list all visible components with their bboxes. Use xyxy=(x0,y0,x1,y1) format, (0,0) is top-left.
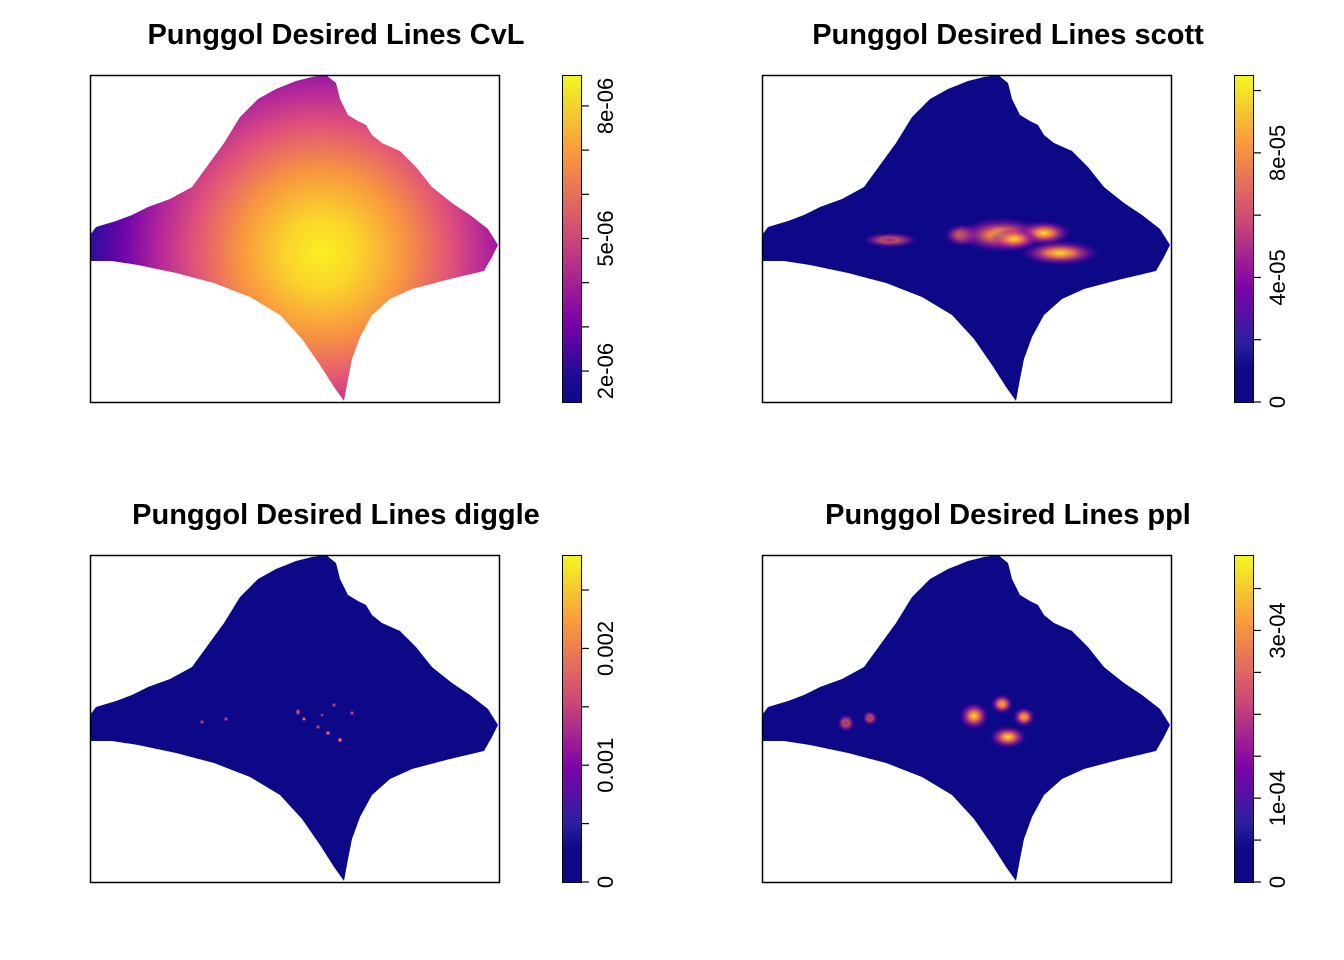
panel-2: Punggol Desired Lines scott 0 4e-05 8e-05 xyxy=(761,19,1290,408)
density-background xyxy=(90,555,498,881)
density-hotspot xyxy=(862,710,878,726)
panel-title: Punggol Desired Lines CvL xyxy=(147,19,524,51)
color-legend-bar xyxy=(562,75,581,402)
density-surface xyxy=(90,555,498,881)
legend-tick-label: 5e-06 xyxy=(593,210,618,266)
density-hotspot xyxy=(862,232,918,248)
legend-frame xyxy=(562,555,582,883)
plot-frame xyxy=(89,554,501,884)
color-legend: 0 0.001 0.002 xyxy=(562,555,618,888)
density-surface xyxy=(762,75,1170,401)
legend-tick-label: 2e-06 xyxy=(593,343,618,399)
density-surface xyxy=(762,555,1170,881)
panel-title: Punggol Desired Lines ppl xyxy=(825,499,1191,531)
panel-1: Punggol Desired Lines CvL 2e-06 5e-06 8e-06 xyxy=(89,19,618,404)
plot-frame xyxy=(89,74,501,404)
plot-frame xyxy=(761,554,1173,884)
density-hotspot xyxy=(315,724,321,730)
color-legend-bar xyxy=(562,555,581,882)
legend-tick-label: 8e-05 xyxy=(1265,125,1290,181)
legend-frame xyxy=(1234,75,1254,403)
legend-frame xyxy=(1234,555,1254,883)
legend-tick-label: 8e-06 xyxy=(593,78,618,134)
density-hotspot xyxy=(1020,240,1100,266)
plot-frame xyxy=(761,74,1173,404)
density-hotspot xyxy=(320,713,324,717)
density-hotspot xyxy=(331,702,337,708)
legend-tick-label: 1e-04 xyxy=(1265,770,1290,826)
color-legend: 2e-06 5e-06 8e-06 xyxy=(562,75,618,403)
density-hotspot xyxy=(199,719,205,725)
legend-tick-label: 0.002 xyxy=(593,621,618,676)
density-hotspot xyxy=(837,714,855,732)
density-hotspot xyxy=(349,710,355,716)
density-hotspot xyxy=(959,702,989,730)
density-hotspot xyxy=(324,730,332,736)
density-hotspot xyxy=(301,716,307,722)
density-hotspot xyxy=(223,716,229,722)
density-surface xyxy=(90,75,498,401)
panel-4: Punggol Desired Lines ppl 0 1e-04 3e-04 xyxy=(761,499,1290,888)
legend-tick-label: 0 xyxy=(1265,876,1290,888)
legend-tick-label: 3e-04 xyxy=(1265,602,1290,658)
color-legend-bar xyxy=(1234,75,1253,402)
density-hotspot xyxy=(989,227,1039,251)
color-legend: 0 4e-05 8e-05 xyxy=(1234,75,1290,408)
density-hotspot xyxy=(989,725,1027,749)
color-legend-bar xyxy=(1234,555,1253,882)
legend-tick-label: 0 xyxy=(593,876,618,888)
density-hotspot xyxy=(990,694,1014,714)
legend-tick-label: 4e-05 xyxy=(1265,249,1290,305)
legend-tick-label: 0.001 xyxy=(593,738,618,793)
density-hotspot xyxy=(1012,707,1036,727)
panel-3: Punggol Desired Lines diggle 0 0.001 0.002 xyxy=(89,499,618,888)
density-hotspot xyxy=(336,736,344,744)
density-field xyxy=(90,75,498,401)
panel-title: Punggol Desired Lines diggle xyxy=(132,499,540,531)
color-legend: 0 1e-04 3e-04 xyxy=(1234,555,1290,888)
panel-title: Punggol Desired Lines scott xyxy=(812,19,1204,51)
legend-tick-label: 0 xyxy=(1265,396,1290,408)
density-hotspot xyxy=(294,708,302,716)
